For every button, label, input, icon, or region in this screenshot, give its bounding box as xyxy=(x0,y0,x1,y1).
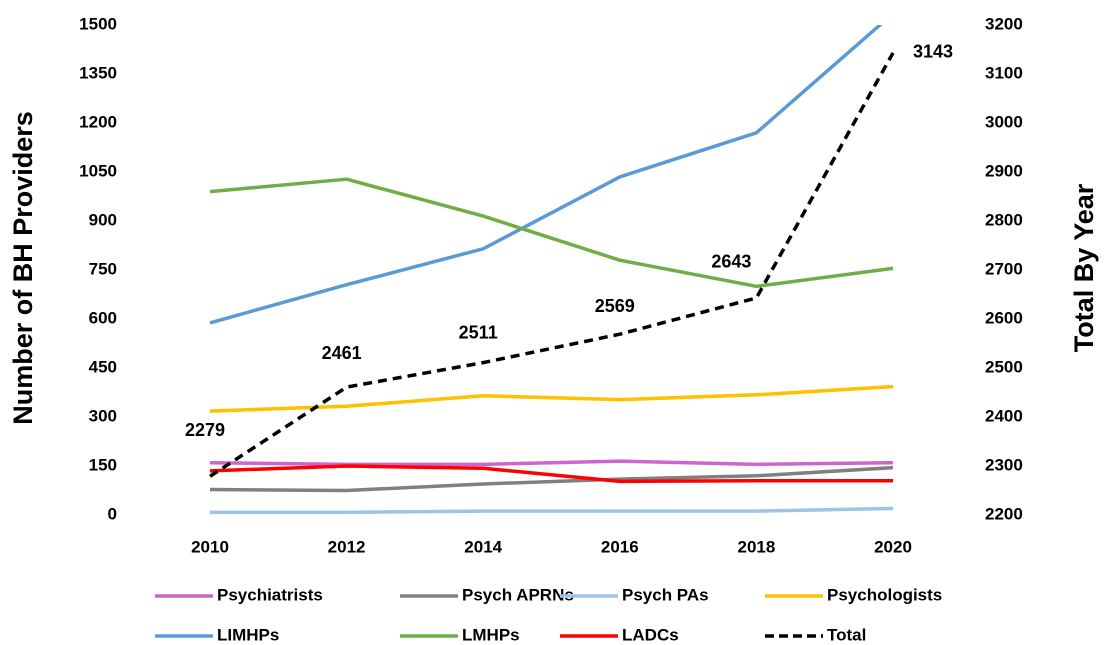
series-line xyxy=(210,506,894,515)
y2-tick-label: 2200 xyxy=(985,504,1023,523)
series-line xyxy=(209,384,894,413)
legend-label: Total xyxy=(827,625,866,644)
y2-tick-label: 3200 xyxy=(985,14,1023,33)
legend-label: Psych APRNs xyxy=(462,585,574,604)
y2-tick-label: 3100 xyxy=(985,63,1023,82)
legend-label: Psychiatrists xyxy=(217,585,323,604)
data-label: 2461 xyxy=(322,343,362,363)
y-tick-label: 1500 xyxy=(79,14,117,33)
x-tick-label: 2020 xyxy=(874,537,912,556)
y-tick-label: 750 xyxy=(89,259,117,278)
series-line xyxy=(209,52,895,478)
legend-label: Psychologists xyxy=(827,585,942,604)
x-tick-label: 2010 xyxy=(191,537,229,556)
data-label: 3143 xyxy=(913,42,953,62)
legend-label: Psych PAs xyxy=(622,585,709,604)
y2-tick-label: 2500 xyxy=(985,357,1023,376)
series-line xyxy=(209,25,883,325)
y2-tick-label: 2400 xyxy=(985,406,1023,425)
series-line xyxy=(209,465,894,493)
series-line xyxy=(209,464,893,484)
y-tick-label: 150 xyxy=(89,455,117,474)
x-tick-label: 2012 xyxy=(328,537,366,556)
y2-tick-label: 2800 xyxy=(985,210,1023,229)
series-line xyxy=(209,177,894,289)
y-tick-label: 0 xyxy=(108,504,117,523)
y-tick-label: 1350 xyxy=(79,63,117,82)
data-label: 2643 xyxy=(711,252,751,272)
y2-tick-label: 3000 xyxy=(985,112,1023,131)
y2-axis-title: Total By Year xyxy=(1069,183,1099,352)
y-tick-label: 600 xyxy=(89,308,117,327)
x-tick-label: 2014 xyxy=(464,537,502,556)
y2-tick-label: 2300 xyxy=(985,455,1023,474)
x-tick-label: 2016 xyxy=(601,537,639,556)
data-label: 2569 xyxy=(595,296,635,316)
y-tick-label: 300 xyxy=(89,406,117,425)
y2-tick-label: 2700 xyxy=(985,259,1023,278)
plot-area xyxy=(209,25,895,515)
y-tick-label: 900 xyxy=(89,210,117,229)
x-tick-label: 2018 xyxy=(737,537,775,556)
legend-label: LMHPs xyxy=(462,625,520,644)
legend-label: LADCs xyxy=(622,625,679,644)
y-tick-label: 450 xyxy=(89,357,117,376)
legend-label: LIMHPs xyxy=(217,625,279,644)
data-label: 2511 xyxy=(459,322,498,342)
y2-tick-label: 2900 xyxy=(985,161,1023,180)
y-tick-label: 1050 xyxy=(79,161,117,180)
data-label: 2279 xyxy=(185,420,225,440)
y-tick-label: 1200 xyxy=(79,112,117,131)
series-line xyxy=(209,459,894,467)
y-axis-title: Number of BH Providers xyxy=(8,111,38,425)
y2-tick-label: 2600 xyxy=(985,308,1023,327)
